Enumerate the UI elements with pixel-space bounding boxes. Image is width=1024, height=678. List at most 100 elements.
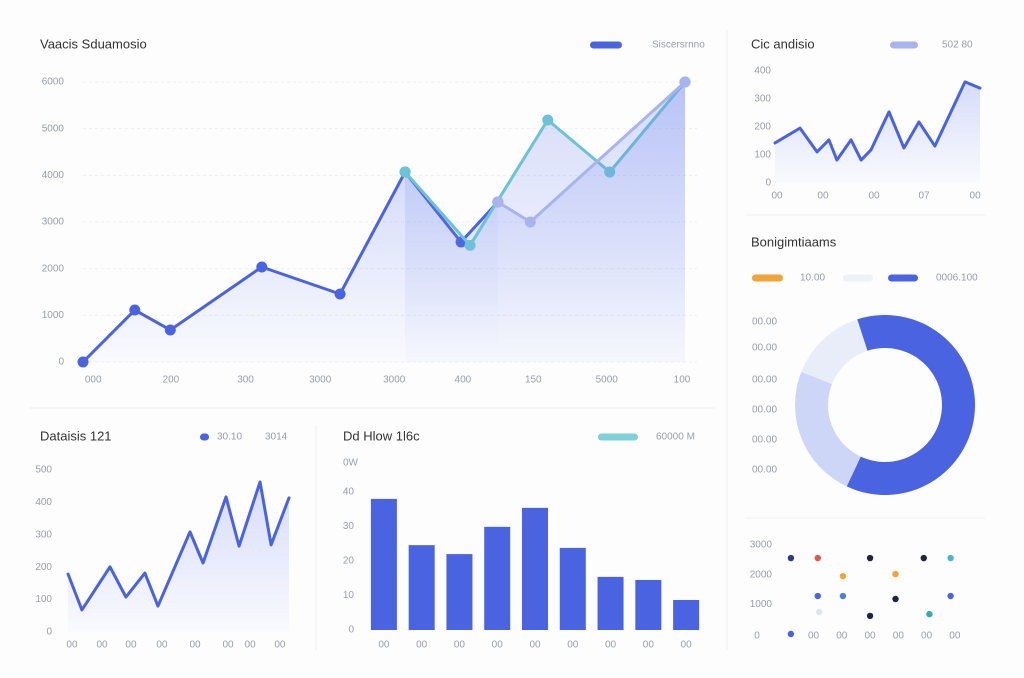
y-axis-label: 0W xyxy=(343,458,359,469)
legend-swatch xyxy=(890,41,918,49)
x-tick-label: 150 xyxy=(525,375,542,386)
marker xyxy=(524,216,536,228)
annotation: 00.00 xyxy=(752,343,777,354)
annotation: 00.00 xyxy=(752,317,777,328)
x-tick-label: 00 xyxy=(893,631,905,642)
x-tick-label: 00 xyxy=(378,640,390,651)
bar xyxy=(446,554,473,630)
y-tick-label: 4000 xyxy=(42,170,65,181)
y-tick-label: 2000 xyxy=(750,569,773,580)
x-tick-label: 3000 xyxy=(309,375,332,386)
marker xyxy=(334,288,346,300)
y-tick-label: 2000 xyxy=(42,263,65,274)
legend-label: 502 80 xyxy=(942,40,973,51)
point xyxy=(892,595,899,603)
marker xyxy=(77,356,89,368)
y-tick-label: 0 xyxy=(46,627,52,638)
x-tick-label: 00 xyxy=(605,640,617,651)
y-tick-label: 5000 xyxy=(42,123,65,134)
legend-swatch xyxy=(752,274,783,282)
point xyxy=(787,554,795,562)
annotation: 00.00 xyxy=(752,465,777,476)
x-tick-label: 200 xyxy=(163,375,180,386)
y-tick-label: 400 xyxy=(754,66,771,77)
y-tick-label: 3000 xyxy=(42,217,65,228)
annotation: 00.00 xyxy=(752,435,777,446)
x-tick-label: 00 xyxy=(274,640,286,651)
bar xyxy=(597,576,624,630)
x-tick-label: 00 xyxy=(681,640,693,651)
line xyxy=(66,480,291,612)
y-tick-label: 1000 xyxy=(42,310,65,321)
legend-label: 3014 xyxy=(265,432,288,443)
x-tick-label: 00 xyxy=(808,631,820,642)
x-tick-label: 00 xyxy=(771,191,783,202)
y-tick-label: 0 xyxy=(765,178,771,189)
line xyxy=(773,80,982,162)
y-tick-label: 100 xyxy=(754,150,771,161)
y-tick-label: 40 xyxy=(343,487,355,498)
point xyxy=(947,554,954,562)
marker xyxy=(542,114,554,126)
point xyxy=(866,612,874,620)
x-tick-label: 5000 xyxy=(596,375,619,386)
bar xyxy=(522,507,548,630)
y-tick-label: 200 xyxy=(754,122,771,133)
y-tick-label: 6000 xyxy=(42,77,65,88)
donut-segment xyxy=(801,319,868,385)
point xyxy=(892,570,899,578)
y-tick-label: 200 xyxy=(35,562,52,573)
x-tick-label: 00 xyxy=(865,631,877,642)
x-tick-label: 00 xyxy=(921,631,933,642)
point xyxy=(814,592,821,600)
legend-swatch xyxy=(843,274,873,282)
point xyxy=(814,554,821,562)
legend-swatch xyxy=(598,433,638,441)
x-tick-label: 3000 xyxy=(383,375,406,386)
point xyxy=(839,572,847,580)
donut-segment xyxy=(846,315,975,495)
chart-title: Vaacis Sduamosio xyxy=(40,36,147,51)
y-tick-label: 400 xyxy=(35,497,52,508)
annotation: 00.00 xyxy=(752,375,777,386)
point xyxy=(926,610,933,618)
point xyxy=(947,592,954,600)
marker xyxy=(129,304,141,316)
x-tick-label: 00 xyxy=(245,640,257,651)
point xyxy=(920,554,927,562)
x-tick-label: 00 xyxy=(454,640,466,651)
x-tick-label: 100 xyxy=(674,375,691,386)
bar xyxy=(635,579,662,630)
x-tick-label: 07 xyxy=(918,191,930,202)
marker xyxy=(679,76,691,88)
bar xyxy=(559,547,586,630)
y-tick-label: 10 xyxy=(343,590,355,601)
y-tick-label: 20 xyxy=(343,556,355,567)
x-tick-label: 300 xyxy=(237,375,254,386)
marker xyxy=(399,166,411,178)
legend-swatch xyxy=(590,41,622,49)
bar xyxy=(673,599,700,630)
x-tick-label: 00 xyxy=(643,640,655,651)
bar xyxy=(484,526,511,630)
area xyxy=(497,82,685,362)
x-tick-label: 00 xyxy=(222,640,234,651)
y-tick-label: 0 xyxy=(348,625,354,636)
y-tick-label: 300 xyxy=(754,94,771,105)
x-tick-label: 00 xyxy=(156,640,168,651)
x-tick-label: 00 xyxy=(567,640,579,651)
x-tick-label: 00 xyxy=(949,631,961,642)
donut-segment xyxy=(795,371,861,487)
marker xyxy=(464,239,476,251)
point xyxy=(787,630,795,638)
point xyxy=(815,608,823,616)
chart-title: Bonigimtiaams xyxy=(751,234,837,249)
legend-label: 60000 M xyxy=(656,432,695,443)
y-tick-label: 30 xyxy=(343,521,355,532)
x-tick-label: 400 xyxy=(455,375,472,386)
y-tick-label: 3000 xyxy=(750,540,773,551)
bar xyxy=(408,545,435,630)
y-tick-label: 0 xyxy=(58,357,64,368)
x-tick-label: 00 xyxy=(96,640,108,651)
